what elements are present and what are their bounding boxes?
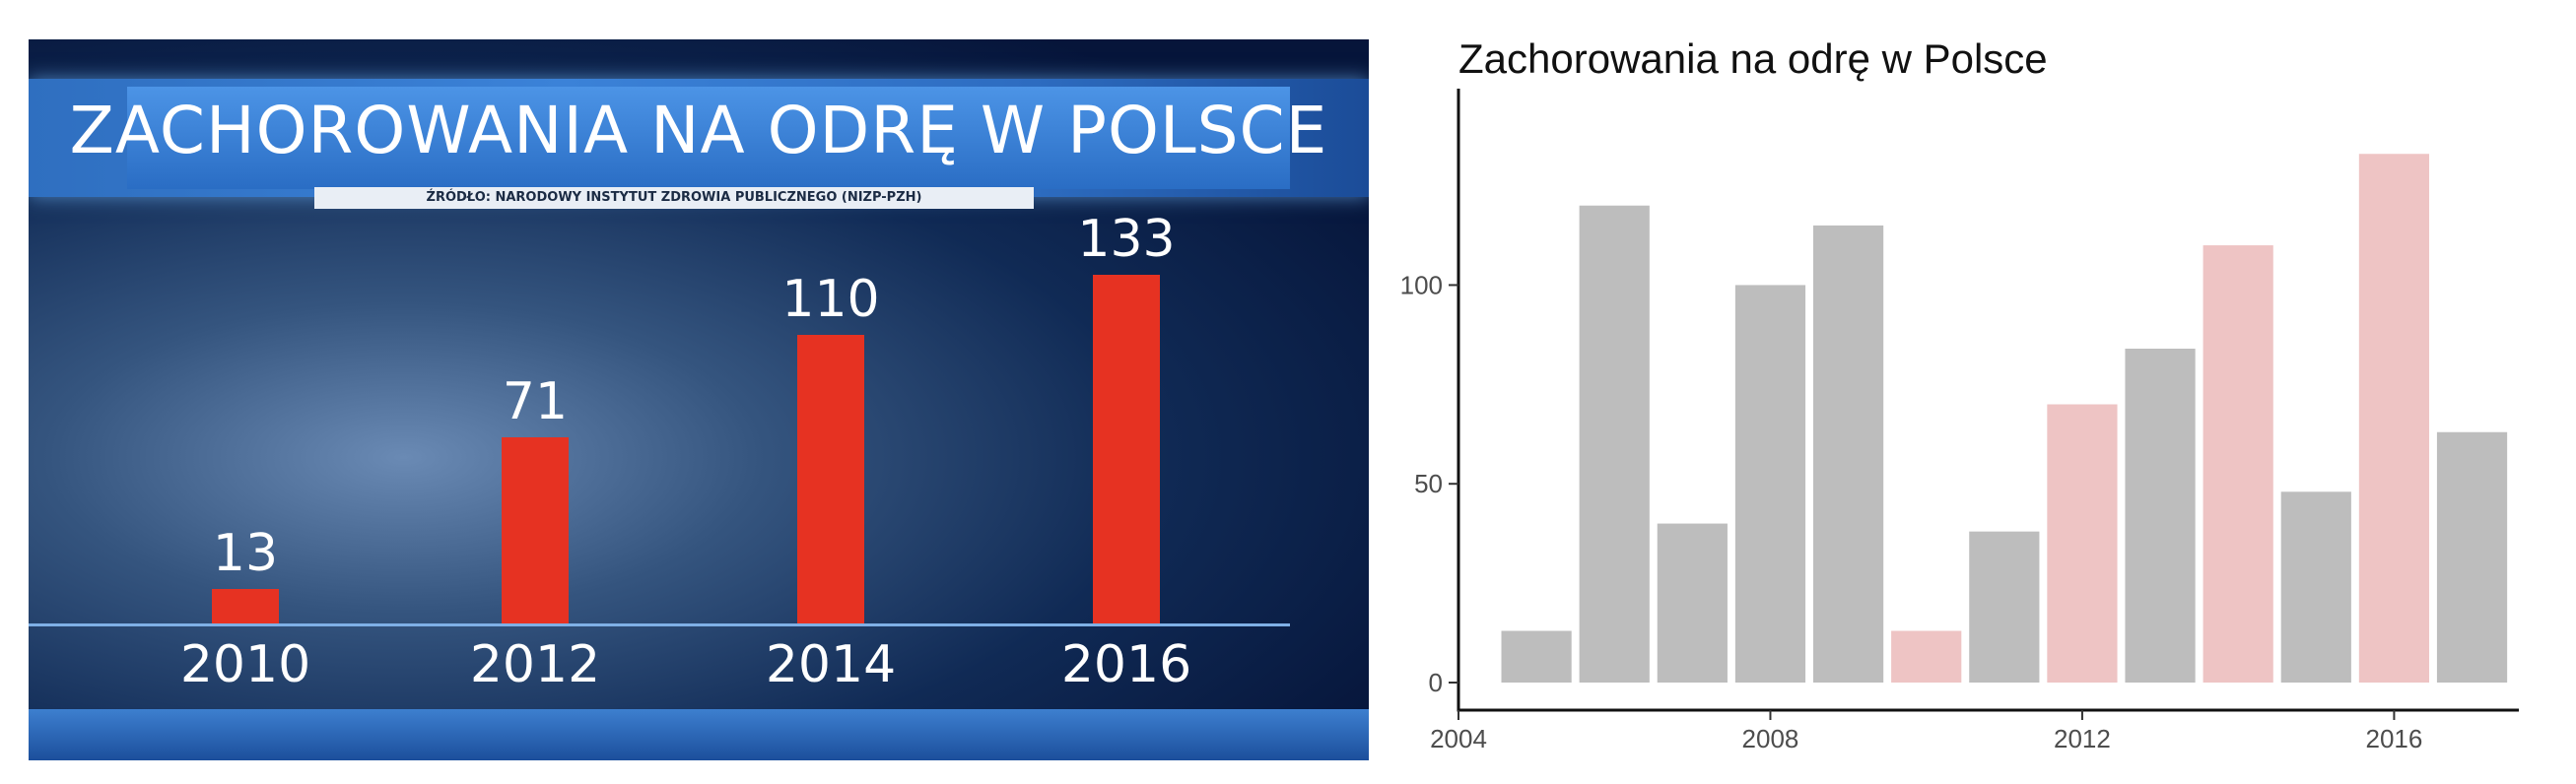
- plot-bar: [2047, 404, 2118, 683]
- tv-year-label: 2012: [469, 635, 601, 694]
- plot-bar: [2203, 245, 2273, 684]
- plot-bar: [1501, 630, 1572, 683]
- plot-bar: [2436, 431, 2508, 683]
- tv-bar: [502, 437, 569, 623]
- x-tick-label: 2004: [1430, 724, 1487, 753]
- tv-year-label: 2014: [765, 635, 897, 694]
- plot-bar: [2125, 349, 2196, 683]
- tv-baseline: [29, 623, 1290, 626]
- tv-year-label: 2016: [1060, 635, 1192, 694]
- plot-bar: [2358, 154, 2430, 683]
- tv-chart-panel: ZACHOROWANIA NA ODRĘ W POLSCE ŹRÓDŁO: NA…: [29, 39, 1369, 760]
- plot-axes-group: 0 50 100 2004 2008 2012 2016: [1400, 89, 2519, 753]
- tv-title-banner-inner: [127, 87, 1290, 189]
- plot-bar: [1579, 205, 1650, 683]
- y-tick-label: 50: [1414, 469, 1443, 498]
- plot-bar: [2280, 491, 2351, 683]
- plot-bar: [1812, 225, 1884, 683]
- tv-value-label: 71: [502, 372, 569, 432]
- x-tick-label: 2012: [2054, 724, 2111, 753]
- tv-title-banner: ZACHOROWANIA NA ODRĘ W POLSCE: [29, 79, 1369, 197]
- tv-year-label: 2010: [179, 635, 311, 694]
- y-tick-label: 100: [1400, 270, 1443, 299]
- plot-bars-group: [1501, 154, 2508, 684]
- tv-bar: [212, 589, 279, 623]
- tv-value-label: 110: [781, 270, 880, 330]
- plot-title: Zachorowania na odrę w Polsce: [1458, 35, 2048, 82]
- tv-source-label: ŹRÓDŁO: NARODOWY INSTYTUT ZDROWIA PUBLIC…: [314, 187, 1034, 209]
- x-tick-label: 2008: [1742, 724, 1799, 753]
- y-tick-label: 0: [1429, 668, 1443, 697]
- plot-bar: [1969, 531, 2040, 683]
- tv-value-label: 13: [212, 524, 279, 584]
- tv-bar: [797, 335, 864, 623]
- x-tick-label: 2016: [2365, 724, 2422, 753]
- plot-bar: [1891, 630, 1962, 683]
- tv-bar: [1093, 275, 1160, 623]
- tv-footer-band: [29, 709, 1369, 760]
- tv-chart-title: ZACHOROWANIA NA ODRĘ W POLSCE: [69, 93, 1328, 168]
- plot-bar: [1657, 523, 1728, 683]
- tv-value-label: 133: [1077, 210, 1176, 270]
- plot-bar: [1734, 285, 1806, 683]
